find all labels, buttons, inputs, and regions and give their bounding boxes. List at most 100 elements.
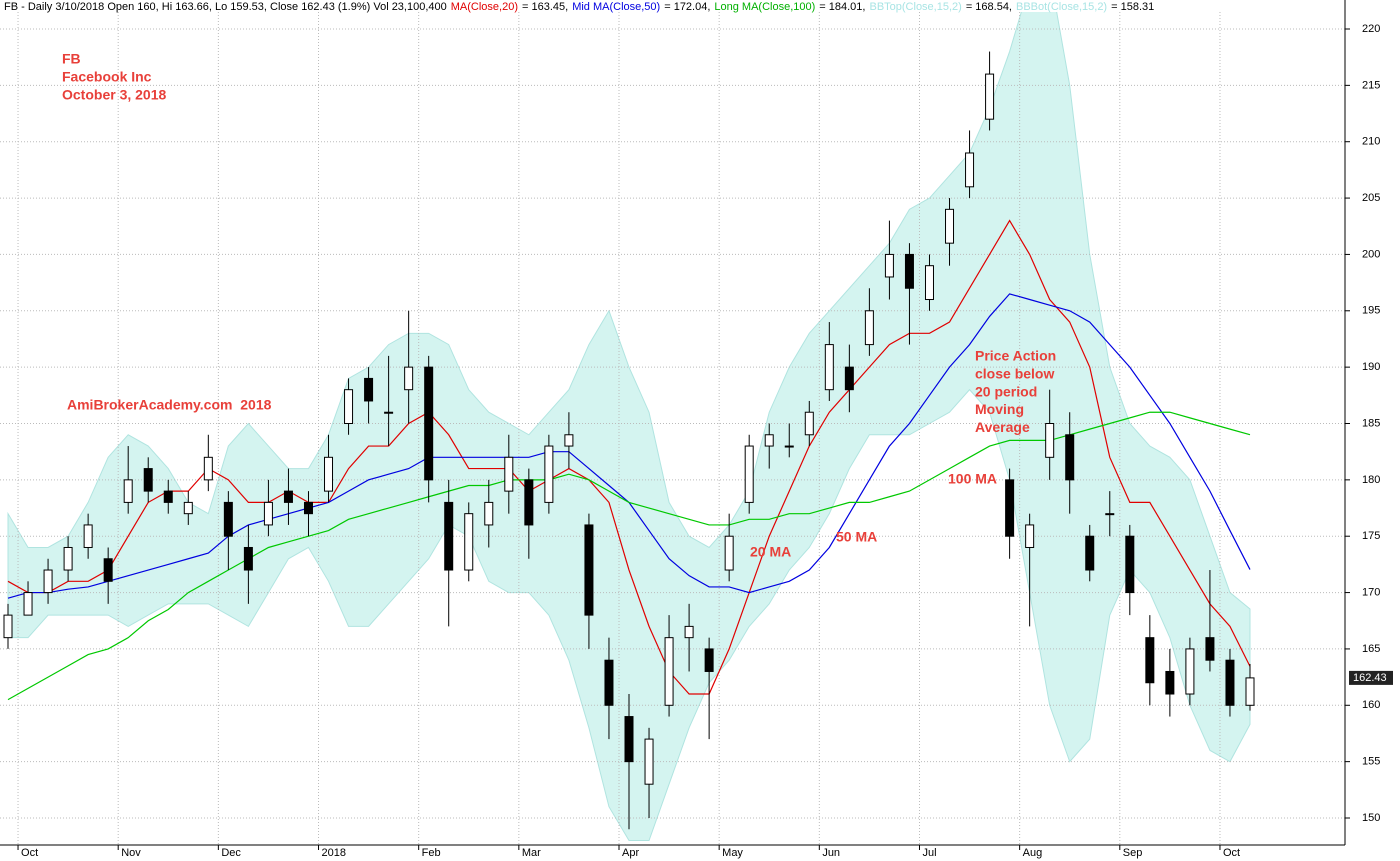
candle-body — [824, 344, 834, 391]
annotation: Average — [975, 419, 1030, 435]
header-segment: MA(Close,20) — [451, 1, 518, 13]
candle-body — [644, 738, 654, 785]
candle-body — [103, 558, 113, 582]
candle-body — [364, 377, 374, 402]
x-tick-label: Mar — [522, 847, 541, 859]
candle-body — [303, 501, 313, 515]
candle-body — [123, 479, 133, 503]
annotation: 20 period — [975, 383, 1037, 399]
candle-body — [884, 253, 894, 278]
y-tick-label: 215 — [1362, 79, 1380, 91]
moving-average-line — [7, 411, 1251, 701]
header-segment: = 168.54, — [966, 1, 1012, 13]
candle-body — [223, 501, 233, 537]
candle-body — [23, 592, 33, 616]
candle-body — [584, 524, 594, 616]
candle-body — [464, 513, 474, 571]
candle-body — [83, 524, 93, 548]
x-tick-label: Apr — [622, 847, 639, 859]
candle-body — [1145, 637, 1155, 684]
series-label: 50 MA — [836, 529, 877, 545]
candle-body — [804, 411, 814, 436]
candle-body — [1045, 423, 1055, 458]
x-tick-label: Oct — [1223, 847, 1240, 859]
x-tick-label: Oct — [21, 847, 38, 859]
x-tick-label: Nov — [121, 847, 141, 859]
candle-body — [724, 535, 734, 571]
y-tick-label: 175 — [1362, 530, 1380, 542]
annotation: Moving — [975, 401, 1024, 417]
candle-body — [1125, 535, 1135, 594]
y-tick-label: 185 — [1362, 417, 1380, 429]
candle-body — [183, 501, 193, 515]
header-segment: Long MA(Close,100) — [714, 1, 815, 13]
candle-body — [784, 445, 794, 448]
annotation: close below — [975, 366, 1054, 382]
x-tick-label: Sep — [1123, 847, 1143, 859]
candle-body — [1065, 434, 1075, 481]
y-tick-label: 155 — [1362, 756, 1380, 768]
header-segment: FB - Daily 3/10/2018 Open 160, Hi 163.66… — [4, 1, 447, 13]
candle-body — [1005, 479, 1015, 537]
header-segment: = 158.31 — [1111, 1, 1154, 13]
candle-body — [324, 456, 334, 492]
header-segment: = 163.45, — [522, 1, 568, 13]
candle-body — [544, 445, 554, 503]
header-segment: BBBot(Close,15,2) — [1016, 1, 1107, 13]
series-label: 20 MA — [750, 544, 791, 560]
moving-average-line — [7, 219, 1251, 695]
candle-body — [243, 546, 253, 571]
candle-body — [1165, 670, 1175, 695]
candle-body — [564, 434, 574, 447]
candle-body — [1205, 637, 1215, 661]
x-tick-label: Dec — [221, 847, 241, 859]
annotation: FB — [62, 51, 81, 67]
header-segment: = 172.04, — [664, 1, 710, 13]
candle-body — [844, 366, 854, 391]
candle-body — [924, 265, 934, 301]
candle-body — [43, 569, 53, 594]
candle-body — [604, 659, 614, 706]
candle-body — [63, 546, 73, 571]
y-tick-label: 210 — [1362, 136, 1380, 148]
candle-body — [624, 716, 634, 763]
header: FB - Daily 3/10/2018 Open 160, Hi 163.66… — [4, 1, 1154, 13]
x-tick-label: Feb — [422, 847, 441, 859]
y-tick-label: 190 — [1362, 361, 1380, 373]
x-tick-label: Aug — [1023, 847, 1043, 859]
candle-body — [864, 310, 874, 346]
y-tick-label: 220 — [1362, 23, 1380, 35]
candle-body — [1025, 524, 1035, 548]
candle-body — [1105, 513, 1115, 516]
candle-body — [1245, 677, 1255, 706]
candle-body — [484, 501, 494, 526]
plot-area — [0, 12, 1345, 845]
candle-body — [263, 501, 273, 526]
candle-body — [444, 501, 454, 571]
candle-body — [985, 73, 995, 120]
candle-body — [1185, 648, 1195, 695]
last-price-label: 162.43 — [1353, 672, 1387, 684]
candle-body — [664, 637, 674, 706]
candle-body — [143, 468, 153, 492]
candle-body — [965, 152, 975, 188]
header-segment: Mid MA(Close,50) — [572, 1, 660, 13]
last-price-box — [1349, 670, 1393, 685]
annotation: Price Action — [975, 348, 1056, 364]
y-tick-label: 170 — [1362, 586, 1380, 598]
annotation: Facebook Inc — [62, 69, 152, 85]
candle-body — [504, 456, 514, 492]
candle-body — [684, 625, 694, 639]
x-tick-label: Jul — [922, 847, 936, 859]
candle-body — [945, 208, 955, 244]
header-segment: BBTop(Close,15,2) — [869, 1, 961, 13]
candle-body — [344, 389, 354, 424]
candle-body — [163, 490, 173, 503]
candle-body — [1085, 535, 1095, 571]
candle-body — [524, 479, 534, 526]
annotation: October 3, 2018 — [62, 87, 166, 103]
candle-body — [1225, 659, 1235, 706]
annotation: AmiBrokerAcademy.com 2018 — [67, 397, 272, 413]
y-tick-label: 160 — [1362, 699, 1380, 711]
